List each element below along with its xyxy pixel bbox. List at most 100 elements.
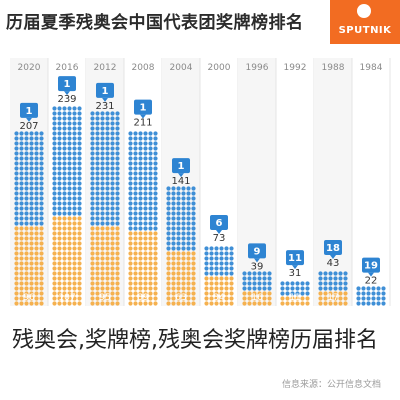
dot (242, 286, 247, 291)
dot (110, 231, 115, 236)
dot (72, 226, 77, 231)
dot (100, 176, 105, 181)
dot (181, 286, 186, 291)
dot (14, 216, 19, 221)
dot (95, 151, 100, 156)
dot (186, 221, 191, 226)
dot (67, 246, 72, 251)
dot (148, 276, 153, 281)
dot (57, 131, 62, 136)
dot (105, 291, 110, 296)
dot (62, 231, 67, 236)
total-label: 211 (133, 118, 152, 129)
dot (381, 291, 386, 296)
dot (171, 266, 176, 271)
dot (133, 186, 138, 191)
dot (176, 221, 181, 226)
dot (148, 216, 153, 221)
dot (115, 141, 120, 146)
dot (62, 241, 67, 246)
dot (176, 236, 181, 241)
dot (148, 141, 153, 146)
dot (133, 281, 138, 286)
dot (14, 241, 19, 246)
dot (19, 261, 24, 266)
dot (318, 286, 323, 291)
dot (138, 206, 143, 211)
dot (318, 301, 323, 306)
dot (110, 211, 115, 216)
dot (14, 291, 19, 296)
dot (67, 241, 72, 246)
dot (143, 266, 148, 271)
dot (285, 291, 290, 296)
dot (138, 256, 143, 261)
dot (72, 106, 77, 111)
dot (133, 201, 138, 206)
dot (62, 156, 67, 161)
dot (100, 251, 105, 256)
dot (95, 286, 100, 291)
dot (252, 296, 257, 301)
dot (57, 291, 62, 296)
dot (100, 186, 105, 191)
dot (209, 276, 214, 281)
dot (100, 156, 105, 161)
dot (166, 191, 171, 196)
dot (191, 211, 196, 216)
dot (143, 221, 148, 226)
rank-label: 19 (364, 261, 378, 272)
dot (148, 191, 153, 196)
dot (176, 206, 181, 211)
dot (138, 166, 143, 171)
dot (24, 241, 29, 246)
rank-label: 11 (288, 253, 302, 264)
dot (166, 256, 171, 261)
dot (14, 231, 19, 236)
dot (128, 136, 133, 141)
dot (110, 196, 115, 201)
dot (128, 206, 133, 211)
dot (62, 131, 67, 136)
dot (52, 231, 57, 236)
dot (105, 211, 110, 216)
dot (257, 291, 262, 296)
dot (171, 236, 176, 241)
dot (29, 231, 34, 236)
dot (181, 301, 186, 306)
dot (186, 206, 191, 211)
dot (19, 156, 24, 161)
dot (133, 156, 138, 161)
dot (148, 171, 153, 176)
dot (133, 196, 138, 201)
dot (110, 186, 115, 191)
dot (143, 171, 148, 176)
dot (191, 206, 196, 211)
dot (100, 151, 105, 156)
dot (153, 221, 158, 226)
dot (77, 156, 82, 161)
dot (181, 266, 186, 271)
dot (128, 271, 133, 276)
dot (138, 196, 143, 201)
dot (186, 246, 191, 251)
dot (14, 206, 19, 211)
dot (128, 156, 133, 161)
dot (171, 261, 176, 266)
dot (34, 236, 39, 241)
dot (115, 276, 120, 281)
dot (100, 241, 105, 246)
dot (72, 236, 77, 241)
dot (57, 196, 62, 201)
dot (100, 196, 105, 201)
dot (229, 261, 234, 266)
dot (105, 171, 110, 176)
dot (176, 266, 181, 271)
dot (133, 211, 138, 216)
dot (34, 131, 39, 136)
dot (115, 261, 120, 266)
dot (371, 291, 376, 296)
dot (176, 216, 181, 221)
dot (24, 246, 29, 251)
dot (100, 141, 105, 146)
